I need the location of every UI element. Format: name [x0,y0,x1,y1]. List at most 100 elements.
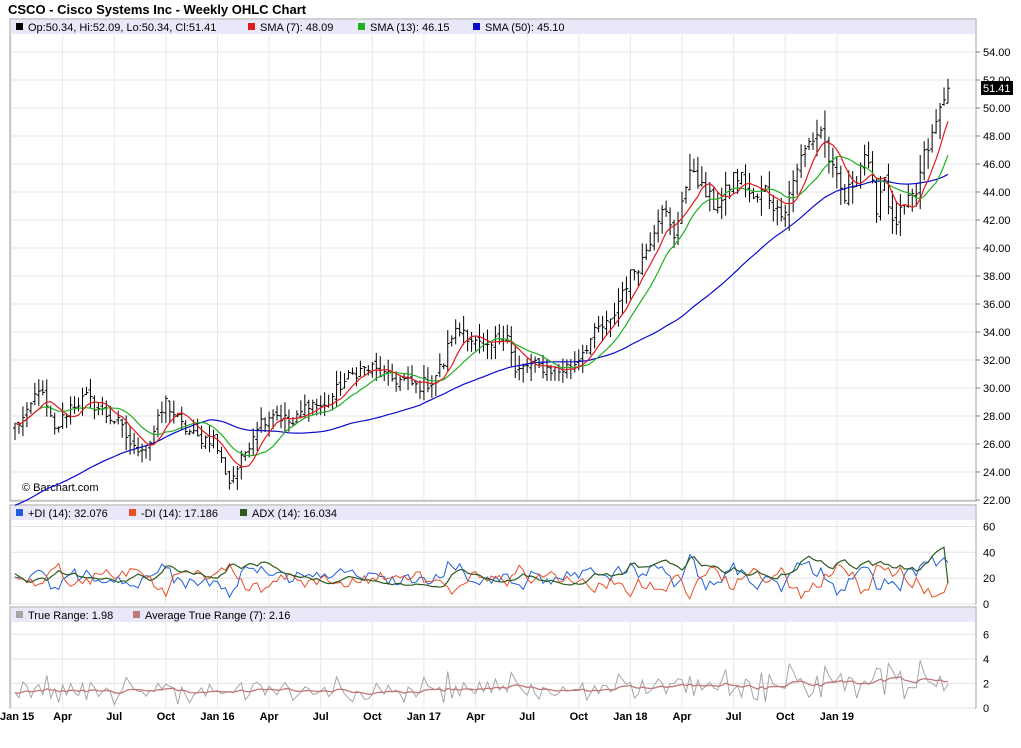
ohlc-bar [469,331,474,352]
ohlc-bar [195,418,200,437]
date-label: Jul [313,711,329,723]
tr-legend-bar [11,608,975,622]
ohlc-bar [767,171,772,210]
ohlc-bar [922,141,927,181]
date-label: Oct [363,711,382,723]
date-label: Jan 15 [0,711,34,723]
ohlc-bar [263,417,268,433]
price-tick-label: 26.00 [983,439,1011,451]
ohlc-bar [771,194,776,222]
ohlc-bar [132,432,137,455]
ohlc-bar [36,379,41,406]
date-label: Apr [260,711,280,723]
ohlc-bar [493,326,498,360]
date-label: Jan 17 [407,711,441,723]
ohlc-bar [72,396,77,414]
ohlc-bar [803,144,808,167]
ohlc-bar [338,371,343,396]
ohlc-bar [294,410,299,423]
ohlc-bar [795,163,800,195]
ohlc-bar [159,401,164,424]
ohlc-bar [814,119,819,157]
ohlc-bar [751,187,756,200]
ohlc-bar [275,405,280,421]
ohlc-bar [259,407,264,433]
ohlc-bar [247,442,252,458]
ohlc-bar [40,380,45,396]
ohlc-bar [421,365,426,401]
ohlc-bar [564,359,569,379]
sma50-square-icon [473,23,480,30]
ohlc-bar [120,418,125,438]
ohlc-bar [636,270,641,287]
dmi-legend-bar [11,506,975,520]
ohlc-bar [64,413,69,428]
true-range-square-icon [16,611,23,618]
ohlc-bar [672,219,677,248]
price-tick-label: 40.00 [983,243,1011,255]
ohlc-bar [763,184,768,192]
ohlc-bar [608,318,613,338]
ohlc-bar [687,153,692,191]
ohlc-bar [580,344,585,373]
ohlc-bar [588,337,593,355]
ohlc-bar [541,354,546,379]
date-label: Jan 19 [820,711,854,723]
tr-legend-item: True Range: 1.98 [28,610,113,622]
ohlc-bar [747,173,752,203]
ohlc-bar [648,232,653,252]
ohlc-bar [656,209,661,243]
ohlc-bar [350,367,355,375]
date-label: Apr [673,711,693,723]
ohlc-bar [255,421,260,452]
ohlc-bar [930,124,935,153]
ohlc-bar [624,276,629,304]
sma7-line [14,121,949,468]
date-label: Jul [519,711,535,723]
ohlc-bar [171,400,176,424]
ohlc-bar [306,399,311,422]
ohlc-bar [755,193,760,203]
ohlc-bar [942,87,947,106]
ohlc-bar [20,406,25,437]
ohlc-bar [394,371,399,392]
minus-di-square-icon [129,509,136,516]
price-legend-item: SMA (7): 48.09 [260,22,333,34]
dmi-tick-label: 0 [983,599,989,611]
plus-di-square-icon [16,509,23,516]
ohlc-bar [457,322,462,337]
ohlc-bar [239,450,244,480]
ohlc-bar [707,182,712,212]
ohlc-bar [914,183,919,207]
date-label: Oct [776,711,795,723]
dmi-tick-label: 20 [983,573,995,585]
ohlc-bar [445,330,450,372]
adx-line [14,546,949,588]
ohlc-bar [374,352,379,382]
ohlc-bar [302,394,307,419]
ohlc-bar [652,224,657,251]
date-label: Oct [570,711,589,723]
ohlc-bar [886,163,891,215]
ohlc-bar [223,456,228,475]
ohlc-bar [834,156,839,189]
ohlc-bar [517,355,522,381]
ohlc-bar [799,144,804,178]
ohlc-bar [215,433,220,455]
atr-line [14,676,949,695]
ohlc-bar [231,466,236,484]
ohlc-bar [521,363,526,383]
ohlc-bar [787,181,792,231]
last-price-marker: 51.41 [981,81,1013,95]
ohlc-bar [235,466,240,490]
ohlc-bar [370,362,375,378]
ohlc-bar [807,137,812,150]
price-tick-label: 22.00 [983,495,1011,507]
ohlc-bar [628,269,633,300]
ohlc-bar [318,395,323,416]
price-tick-label: 44.00 [983,187,1011,199]
ohlc-bar [600,315,605,342]
ohlc-bar [251,428,256,457]
ohlc-bar [513,346,518,379]
